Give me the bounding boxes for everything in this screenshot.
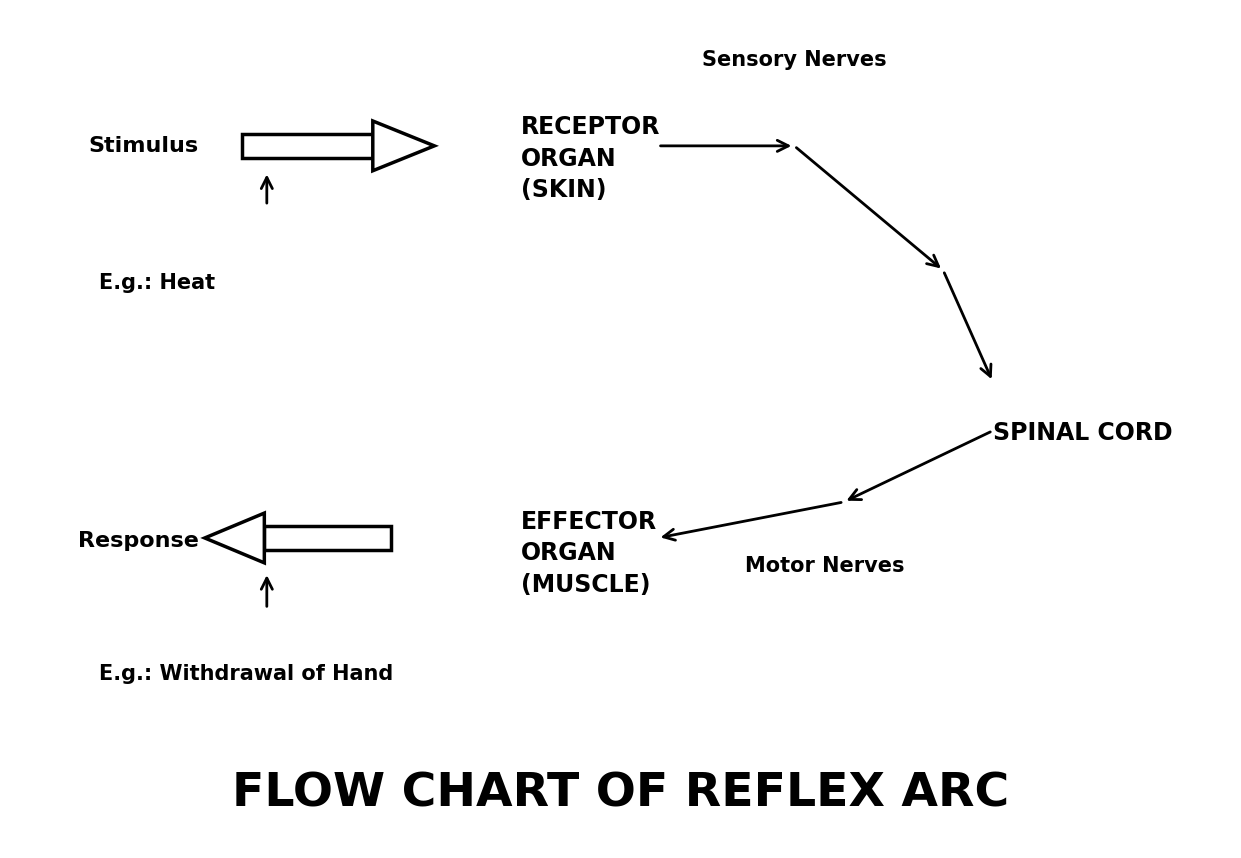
Text: SPINAL CORD: SPINAL CORD (993, 421, 1173, 445)
Text: EFFECTOR
ORGAN
(MUSCLE): EFFECTOR ORGAN (MUSCLE) (521, 510, 658, 597)
Bar (264, 526, 391, 550)
Text: Response: Response (78, 530, 199, 551)
Text: E.g.: Withdrawal of Hand: E.g.: Withdrawal of Hand (99, 663, 393, 684)
Text: E.g.: Heat: E.g.: Heat (99, 273, 216, 293)
Polygon shape (205, 513, 264, 563)
Text: FLOW CHART OF REFLEX ARC: FLOW CHART OF REFLEX ARC (232, 771, 1009, 816)
Polygon shape (372, 121, 434, 171)
Text: RECEPTOR
ORGAN
(SKIN): RECEPTOR ORGAN (SKIN) (521, 115, 660, 202)
Text: Motor Nerves: Motor Nerves (745, 556, 905, 577)
Text: Sensory Nerves: Sensory Nerves (702, 50, 886, 70)
Text: Stimulus: Stimulus (88, 136, 199, 156)
Bar (242, 134, 372, 158)
